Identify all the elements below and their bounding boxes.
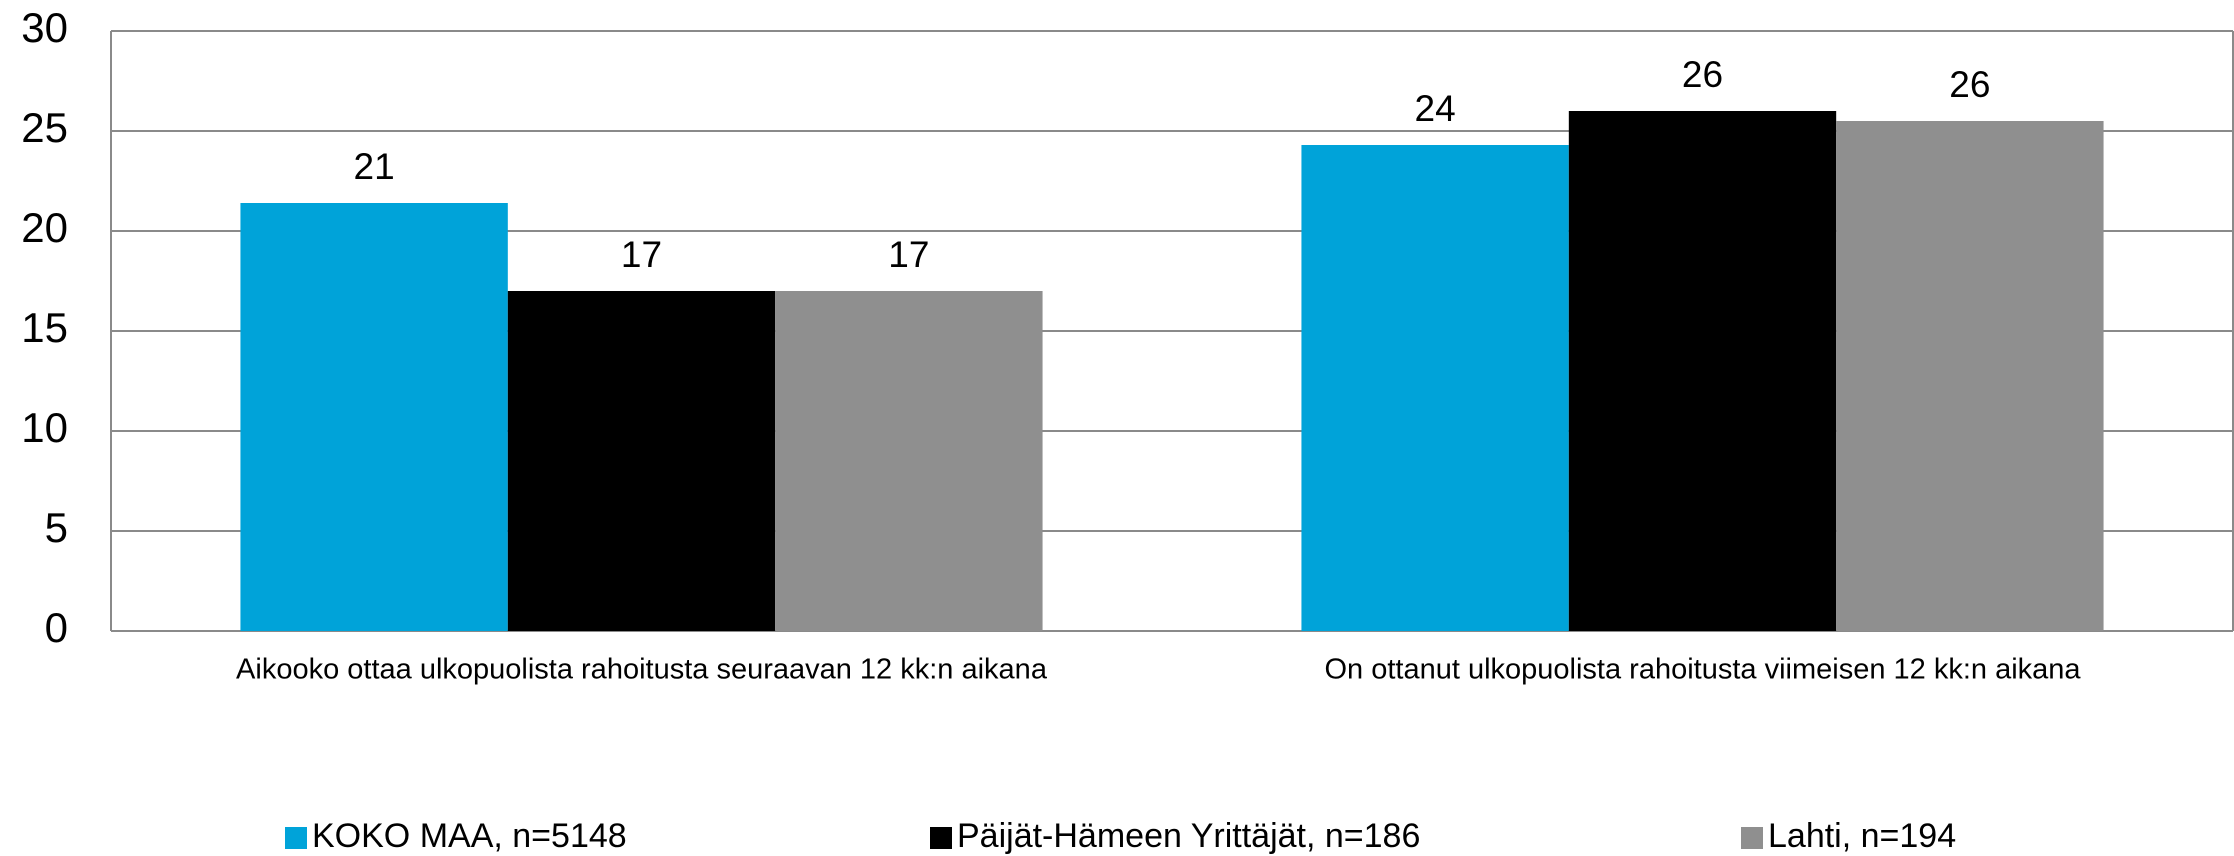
data-label: 17 bbox=[888, 234, 929, 275]
bar bbox=[1568, 111, 1837, 631]
y-tick-label: 10 bbox=[21, 404, 68, 451]
y-tick-label: 15 bbox=[21, 304, 68, 351]
data-label: 21 bbox=[354, 146, 395, 187]
y-tick-label: 20 bbox=[21, 204, 68, 251]
x-tick-label: On ottanut ulkopuolista rahoitusta viime… bbox=[1324, 654, 2081, 686]
legend-swatch bbox=[285, 827, 307, 849]
legend-swatch bbox=[930, 827, 952, 849]
bar bbox=[1836, 121, 2104, 631]
legend-label: Päijät-Hämeen Yrittäjät, n=186 bbox=[957, 817, 1420, 855]
bar bbox=[240, 203, 508, 631]
bar bbox=[1301, 145, 1569, 631]
legend-swatch bbox=[1741, 827, 1763, 849]
legend-label: KOKO MAA, n=5148 bbox=[312, 817, 627, 855]
y-tick-label: 5 bbox=[45, 504, 68, 551]
data-label: 17 bbox=[621, 234, 662, 275]
y-tick-label: 30 bbox=[21, 4, 68, 51]
bar bbox=[775, 291, 1043, 631]
data-label: 26 bbox=[1949, 64, 1990, 105]
bar bbox=[507, 291, 776, 631]
legend-label: Lahti, n=194 bbox=[1768, 817, 1956, 855]
data-label: 24 bbox=[1415, 88, 1456, 129]
y-tick-label: 25 bbox=[21, 104, 68, 151]
y-tick-label: 0 bbox=[45, 604, 68, 651]
data-label: 26 bbox=[1682, 54, 1723, 95]
x-tick-label: Aikooko ottaa ulkopuolista rahoitusta se… bbox=[236, 654, 1048, 686]
